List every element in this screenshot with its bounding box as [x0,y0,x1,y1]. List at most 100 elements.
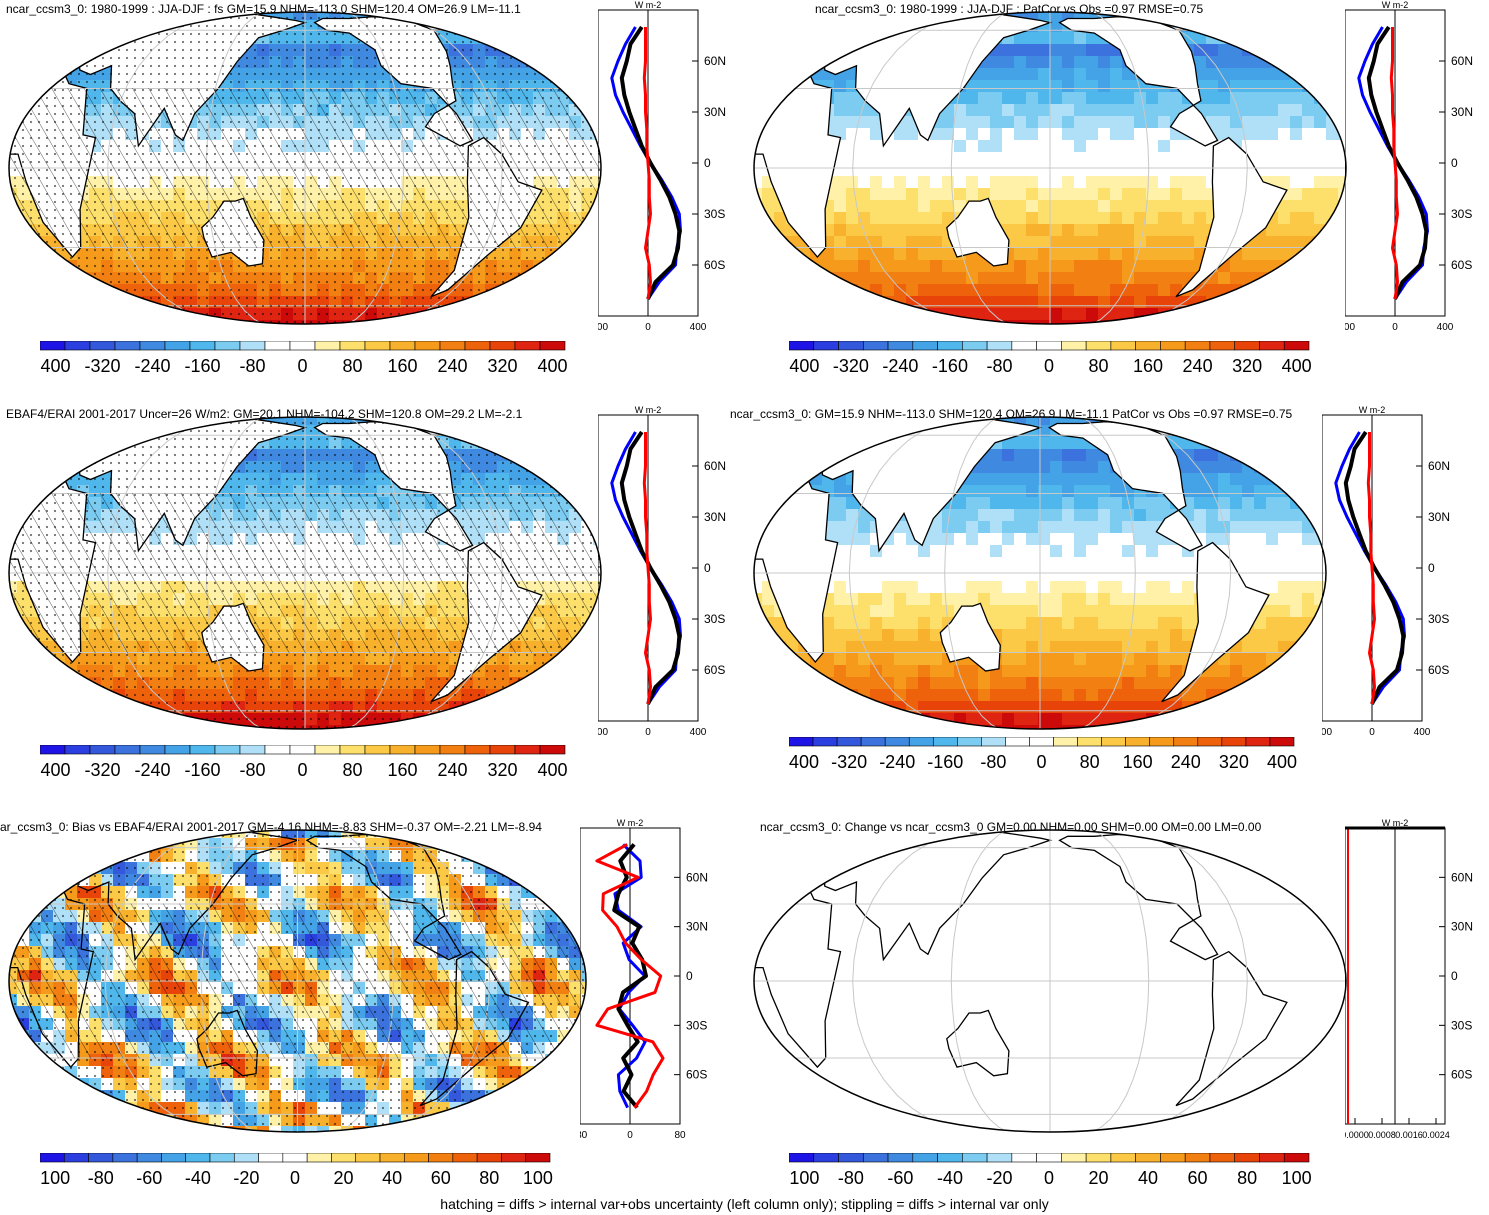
zonal-ytick-label: 30S [704,612,725,626]
colorbar-tick-label: -80 [838,1168,864,1188]
colorbar: -100 -80 -60 -40 -20 0 20 40 60 80 100 [789,1153,1312,1188]
zonal-ytick-label: 60S [1451,1068,1472,1082]
colorbar-swatch [1160,341,1186,351]
colorbar-swatch [331,1153,357,1163]
colorbar-swatch [185,1153,211,1163]
colorbar-tick-label: 20 [1089,1168,1109,1188]
colorbar-tick-label: 80 [1080,752,1100,772]
zonal-ytick-label: 0 [1428,561,1435,575]
map [8,829,587,1133]
panel-title: ncar_ccsm3_0: GM=15.9 NHM=-113.0 SHM=120… [730,407,1293,421]
colorbar-swatch [428,1153,454,1163]
colorbar-swatch [962,341,988,351]
graticule-meridian [1110,12,1248,324]
zonal-xtick-label: -400 [1322,727,1332,738]
colorbar-tick-label: 80 [342,356,362,376]
colorbar-swatch [489,341,516,351]
colorbar-tick-label: -100 [40,1168,70,1188]
map-field [9,417,601,729]
colorbar-swatch [1234,1153,1260,1163]
colorbar-swatch [63,1153,89,1163]
zonal-ytick-label: 0 [704,156,711,170]
map-field [9,830,586,1132]
colorbar-swatch [239,341,266,351]
colorbar-tick-label: 0 [1036,752,1046,772]
colorbar-tick-label: -20 [233,1168,259,1188]
colorbar-swatch [501,1153,527,1163]
colorbar-swatch [452,1153,478,1163]
colorbar-swatch [937,1153,963,1163]
zonal-ytick-label: 60S [704,663,725,677]
map [753,416,1327,730]
zonal-xtick-label: 0.0016 [1395,1130,1423,1140]
colorbar-swatch [282,1153,308,1163]
zonal-line-diff [595,843,665,1109]
colorbar-tick-label: -240 [134,356,170,376]
colorbar-swatch [476,1153,502,1163]
colorbar-swatch [164,745,191,755]
colorbar-tick-label: -400 [789,356,819,376]
colorbar-tick-label: 0 [1044,356,1054,376]
graticule-meridian [852,12,990,324]
zonal-unit-label: W m-2 [1382,818,1409,828]
zonal-line-diff [1389,27,1399,300]
zonal-ytick-label: 60S [686,1068,707,1082]
colorbar-swatch [1209,341,1236,351]
colorbar-swatch [789,737,814,747]
colorbar-swatch [379,1153,405,1163]
colorbar-swatch [164,341,191,351]
colorbar-tick-label: 240 [437,356,467,376]
colorbar-swatch [1149,737,1175,747]
continent-outline [939,602,1001,672]
map-outline [753,829,1347,1133]
colorbar-tick-label: 240 [1183,356,1213,376]
colorbar-swatch [1184,1153,1211,1163]
colorbar-tick-label: 240 [437,760,467,780]
colorbar-swatch [1259,341,1285,351]
colorbar-tick-label: -160 [184,760,220,780]
zonal-ytick-label: 60N [686,870,708,884]
colorbar-swatch [860,737,886,747]
zonal-xtick-label: 400 [1414,727,1431,738]
colorbar-tick-label: 400 [537,356,567,376]
colorbar-tick-label: 320 [487,760,517,780]
colorbar-tick-label: -20 [986,1168,1012,1188]
colorbar-swatch [1173,737,1199,747]
colorbar-swatch [908,737,934,747]
colorbar-tick-label: -160 [932,356,968,376]
colorbar-swatch [1005,737,1030,747]
hatching [9,88,601,248]
graticule-meridian [852,830,990,1132]
colorbar-tick-label: 320 [1219,752,1249,772]
colorbar-swatch [114,745,141,755]
colorbar-tick-label: 100 [523,1168,553,1188]
panel-title: ncar_ccsm3_0: 1980-1999 : JJA-DJF : fs G… [6,2,521,16]
colorbar-swatch [414,341,441,351]
colorbar-tick-label: -40 [937,1168,963,1188]
colorbar-swatch [1125,737,1151,747]
colorbar-swatch [932,737,958,747]
zonal-ytick-label: 30N [704,510,726,524]
colorbar-swatch [981,737,1006,747]
zonal-xtick-label: 0 [1392,322,1398,333]
colorbar-swatch [139,341,166,351]
colorbar-swatch [1283,341,1310,351]
zonal-line-obs [612,843,648,1109]
colorbar-swatch [1101,737,1126,747]
map-outline [753,11,1347,325]
colorbar-swatch [912,341,938,351]
colorbar-swatch [1110,341,1136,351]
colorbar-swatch [112,1153,138,1163]
colorbar-swatch [89,745,116,755]
graticule-meridian [944,417,1011,729]
colorbar-tick-label: 160 [1123,752,1153,772]
hatching [9,903,586,1059]
colorbar-swatch [962,1153,988,1163]
colorbar-swatch [355,1153,381,1163]
colorbar-tick-label: 100 [1282,1168,1312,1188]
colorbar-tick-label: -80 [986,356,1012,376]
colorbar-swatch [1085,341,1112,351]
map [753,11,1347,325]
colorbar-swatch [957,737,982,747]
colorbar-tick-label: 80 [342,760,362,780]
